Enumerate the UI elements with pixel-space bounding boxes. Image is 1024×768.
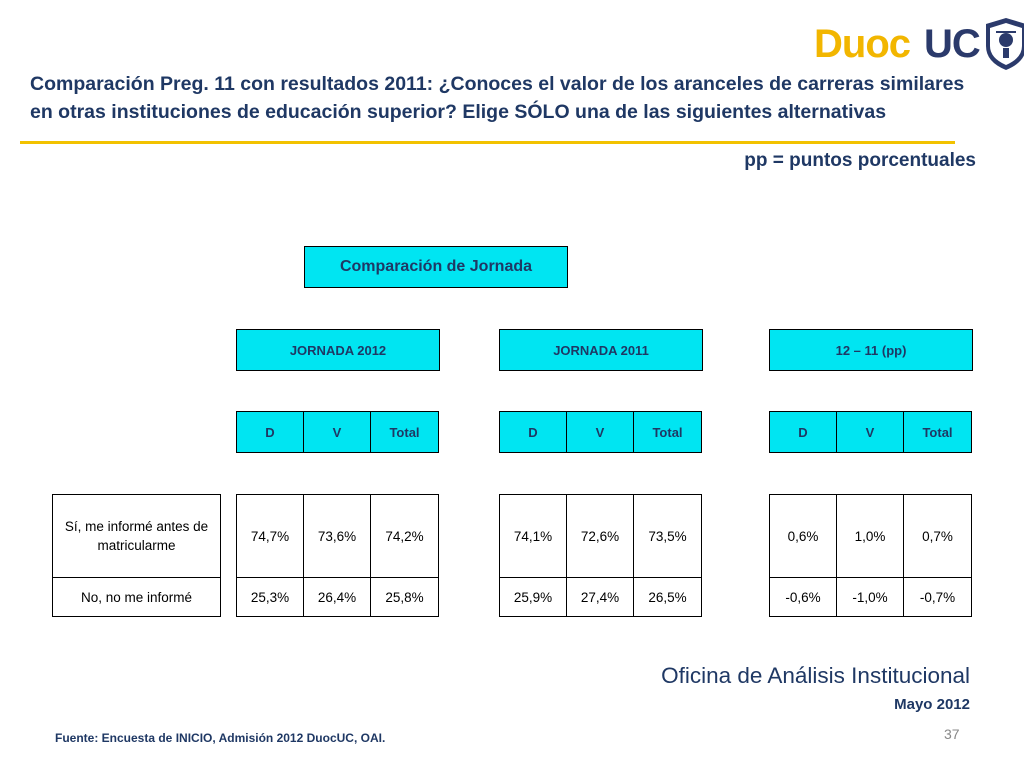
value-cell: 25,3% bbox=[236, 577, 304, 617]
subheader-cell: Total bbox=[633, 411, 702, 453]
pp-note: pp = puntos porcentuales bbox=[744, 150, 976, 171]
subheader-cell: Total bbox=[903, 411, 972, 453]
table-row: 25,3% 26,4% 25,8% bbox=[236, 577, 439, 617]
row-labels: Sí, me informé antes de matricularme No,… bbox=[52, 494, 221, 617]
value-cell: 0,6% bbox=[769, 494, 837, 578]
value-cell: 73,5% bbox=[633, 494, 702, 578]
row-label-no: No, no me informé bbox=[52, 577, 221, 617]
table-row: 74,7% 73,6% 74,2% bbox=[236, 494, 439, 578]
duocuc-logo: Duoc UC bbox=[814, 14, 1024, 74]
value-cell: 0,7% bbox=[903, 494, 972, 578]
value-cell: 1,0% bbox=[836, 494, 904, 578]
value-cell: 25,8% bbox=[370, 577, 439, 617]
report-date: Mayo 2012 bbox=[894, 696, 970, 713]
group-header-diff: 12 – 11 (pp) bbox=[769, 329, 973, 371]
subheader-cell: Total bbox=[370, 411, 439, 453]
value-cell: -1,0% bbox=[836, 577, 904, 617]
seal-icon bbox=[986, 18, 1024, 70]
value-cell: 25,9% bbox=[499, 577, 567, 617]
value-cell: -0,6% bbox=[769, 577, 837, 617]
subheader-diff: D V Total bbox=[769, 411, 972, 453]
group-header-2012: JORNADA 2012 bbox=[236, 329, 440, 371]
group-header-2011: JORNADA 2011 bbox=[499, 329, 703, 371]
table-row: 74,1% 72,6% 73,5% bbox=[499, 494, 702, 578]
subheader-cell: D bbox=[236, 411, 304, 453]
subheader-cell: D bbox=[769, 411, 837, 453]
value-cell: 72,6% bbox=[566, 494, 634, 578]
page-number: 37 bbox=[944, 726, 960, 742]
value-cell: 27,4% bbox=[566, 577, 634, 617]
logo-uc-text: UC bbox=[924, 22, 981, 66]
value-cell: 74,7% bbox=[236, 494, 304, 578]
value-cell: -0,7% bbox=[903, 577, 972, 617]
title-line-1: Comparación Preg. 11 con resultados 2011… bbox=[30, 73, 965, 95]
value-cell: 74,2% bbox=[370, 494, 439, 578]
subheader-cell: V bbox=[303, 411, 371, 453]
value-cell: 73,6% bbox=[303, 494, 371, 578]
source-note: Fuente: Encuesta de INICIO, Admisión 201… bbox=[55, 731, 386, 745]
value-cell: 26,4% bbox=[303, 577, 371, 617]
comparison-header: Comparación de Jornada bbox=[304, 246, 568, 288]
table-row: 0,6% 1,0% 0,7% bbox=[769, 494, 972, 578]
table-row: -0,6% -1,0% -0,7% bbox=[769, 577, 972, 617]
slide-title: Comparación Preg. 11 con resultados 2011… bbox=[30, 70, 980, 126]
office-name: Oficina de Análisis Institucional bbox=[661, 663, 970, 688]
row-label-yes: Sí, me informé antes de matricularme bbox=[52, 494, 221, 578]
values-diff: 0,6% 1,0% 0,7% -0,6% -1,0% -0,7% bbox=[769, 494, 972, 617]
subheader-2012: D V Total bbox=[236, 411, 439, 453]
title-line-2: en otras instituciones de educación supe… bbox=[30, 101, 887, 123]
values-2012: 74,7% 73,6% 74,2% 25,3% 26,4% 25,8% bbox=[236, 494, 439, 617]
subheader-cell: V bbox=[566, 411, 634, 453]
value-cell: 26,5% bbox=[633, 577, 702, 617]
value-cell: 74,1% bbox=[499, 494, 567, 578]
title-divider bbox=[20, 141, 955, 144]
values-2011: 74,1% 72,6% 73,5% 25,9% 27,4% 26,5% bbox=[499, 494, 702, 617]
subheader-cell: V bbox=[836, 411, 904, 453]
logo-duoc-text: Duoc bbox=[814, 22, 911, 66]
subheader-cell: D bbox=[499, 411, 567, 453]
subheader-2011: D V Total bbox=[499, 411, 702, 453]
table-row: 25,9% 27,4% 26,5% bbox=[499, 577, 702, 617]
